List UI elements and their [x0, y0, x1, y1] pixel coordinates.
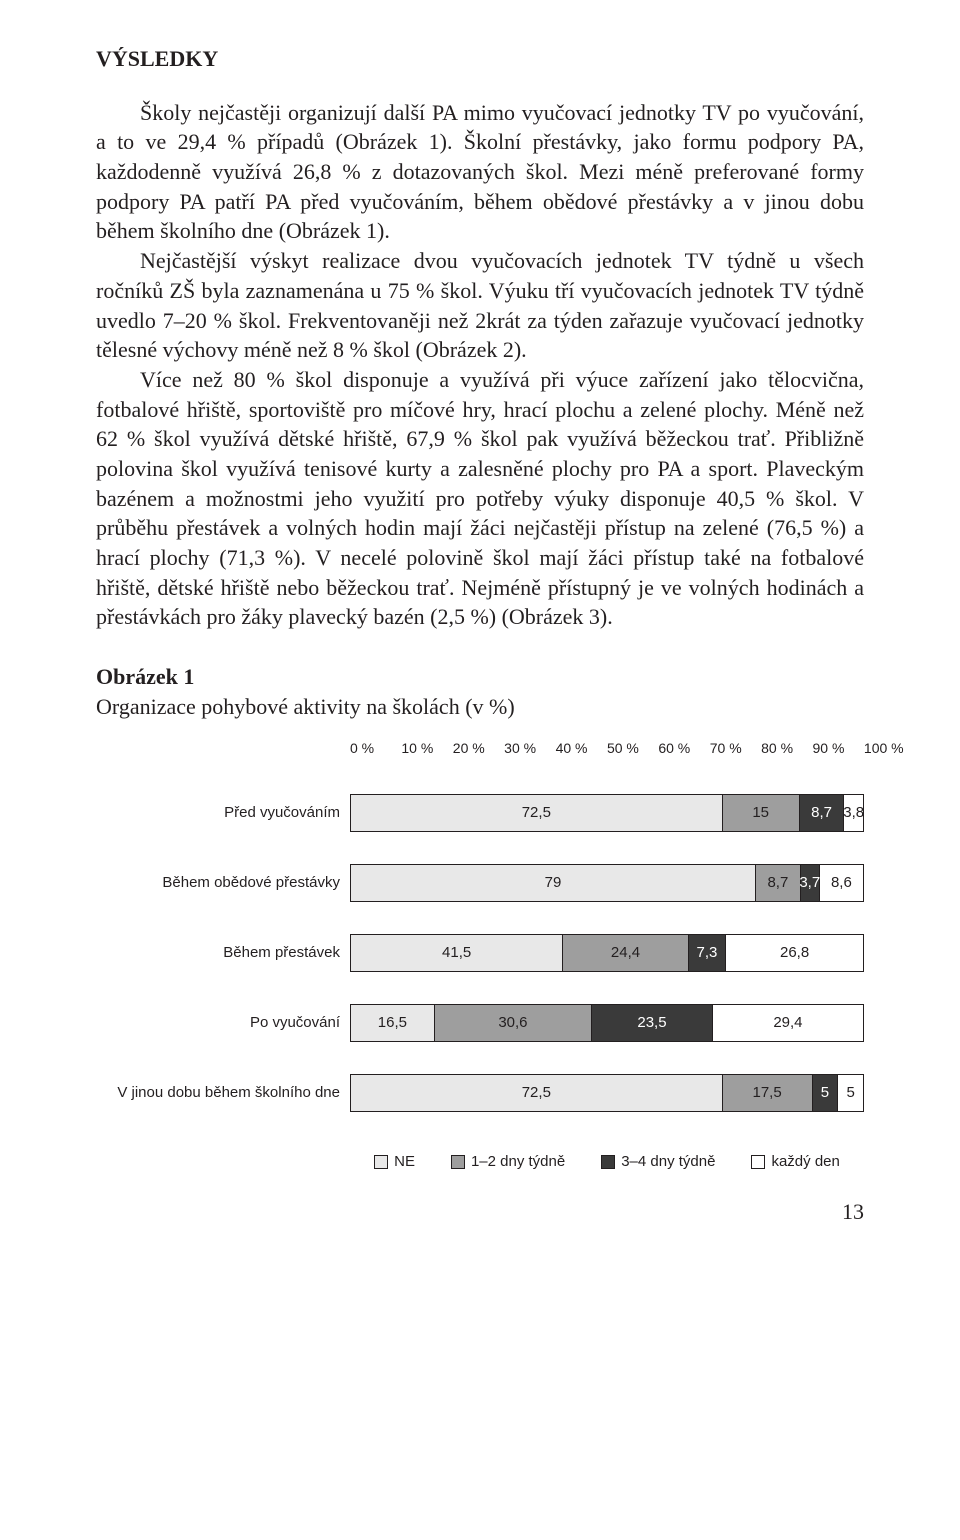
legend-swatch	[751, 1155, 765, 1169]
paragraph-3: Více než 80 % škol disponuje a využívá p…	[96, 365, 864, 632]
bar-gap	[96, 832, 864, 864]
legend-swatch	[601, 1155, 615, 1169]
section-heading: VÝSLEDKY	[96, 44, 864, 74]
legend-item: 3–4 dny týdně	[601, 1152, 715, 1172]
legend-item: 1–2 dny týdně	[451, 1152, 565, 1172]
page: VÝSLEDKY Školy nejčastěji organizují dal…	[0, 0, 960, 1262]
bar-segment: 15	[723, 794, 800, 832]
bar-segment: 5	[838, 1074, 864, 1112]
bar-gap	[96, 1112, 864, 1144]
bar-segment: 5	[813, 1074, 839, 1112]
bar-segment: 30,6	[435, 1004, 592, 1042]
bar-segment: 24,4	[563, 934, 688, 972]
legend-swatch	[374, 1155, 388, 1169]
x-axis: 0 %10 %20 %30 %40 %50 %60 %70 %80 %90 %1…	[96, 739, 864, 762]
bar-segment: 79	[350, 864, 756, 902]
figure-caption: Organizace pohybové aktivity na školách …	[96, 692, 864, 722]
bar-row: Po vyučování16,530,623,529,4	[96, 1004, 864, 1042]
bar-row: Před vyučováním72,5158,73,8	[96, 794, 864, 832]
legend-item: každý den	[751, 1152, 839, 1172]
legend-swatch	[451, 1155, 465, 1169]
bar-segment: 8,7	[800, 794, 845, 832]
bar-track: 72,517,555	[350, 1074, 864, 1112]
bar-segment: 29,4	[713, 1004, 864, 1042]
bar-segment: 16,5	[350, 1004, 435, 1042]
legend-label: 1–2 dny týdně	[471, 1152, 565, 1172]
figure-number: Obrázek 1	[96, 662, 864, 692]
legend-label: NE	[394, 1152, 415, 1172]
category-label: Po vyučování	[96, 1015, 350, 1032]
category-label: Během přestávek	[96, 945, 350, 962]
page-number: 13	[96, 1197, 864, 1227]
bar-segment: 23,5	[592, 1004, 713, 1042]
bar-segment: 41,5	[350, 934, 563, 972]
bar-gap	[96, 1042, 864, 1074]
legend: NE 1–2 dny týdně 3–4 dny týdně každý den	[350, 1152, 864, 1172]
bar-segment: 3,8	[844, 794, 864, 832]
bar-segment: 8,6	[820, 864, 864, 902]
bar-gap	[96, 762, 864, 794]
bar-track: 798,73,78,6	[350, 864, 864, 902]
bar-segment: 72,5	[350, 1074, 723, 1112]
bar-segment: 26,8	[726, 934, 864, 972]
bar-row: Během obědové přestávky798,73,78,6	[96, 864, 864, 902]
category-label: V jinou dobu během školního dne	[96, 1085, 350, 1102]
bar-segment: 8,7	[756, 864, 801, 902]
bar-segment: 17,5	[723, 1074, 813, 1112]
bar-segment: 7,3	[689, 934, 727, 972]
legend-row-outer: NE 1–2 dny týdně 3–4 dny týdně každý den	[96, 1144, 864, 1172]
paragraph-2: Nejčastější výskyt realizace dvou vyučov…	[96, 246, 864, 365]
bar-gap	[96, 902, 864, 934]
bar-row: V jinou dobu během školního dne72,517,55…	[96, 1074, 864, 1112]
category-label: Před vyučováním	[96, 805, 350, 822]
paragraph-1: Školy nejčastěji organizují další PA mim…	[96, 98, 864, 246]
bar-track: 41,524,47,326,8	[350, 934, 864, 972]
bar-segment: 72,5	[350, 794, 723, 832]
stacked-bar-chart: 0 %10 %20 %30 %40 %50 %60 %70 %80 %90 %1…	[96, 739, 864, 1172]
bar-segment: 3,7	[801, 864, 820, 902]
bar-row: Během přestávek41,524,47,326,8	[96, 934, 864, 972]
legend-label: každý den	[771, 1152, 839, 1172]
bar-track: 72,5158,73,8	[350, 794, 864, 832]
bar-gap	[96, 972, 864, 1004]
legend-label: 3–4 dny týdně	[621, 1152, 715, 1172]
category-label: Během obědové přestávky	[96, 875, 350, 892]
legend-item: NE	[374, 1152, 415, 1172]
bar-track: 16,530,623,529,4	[350, 1004, 864, 1042]
